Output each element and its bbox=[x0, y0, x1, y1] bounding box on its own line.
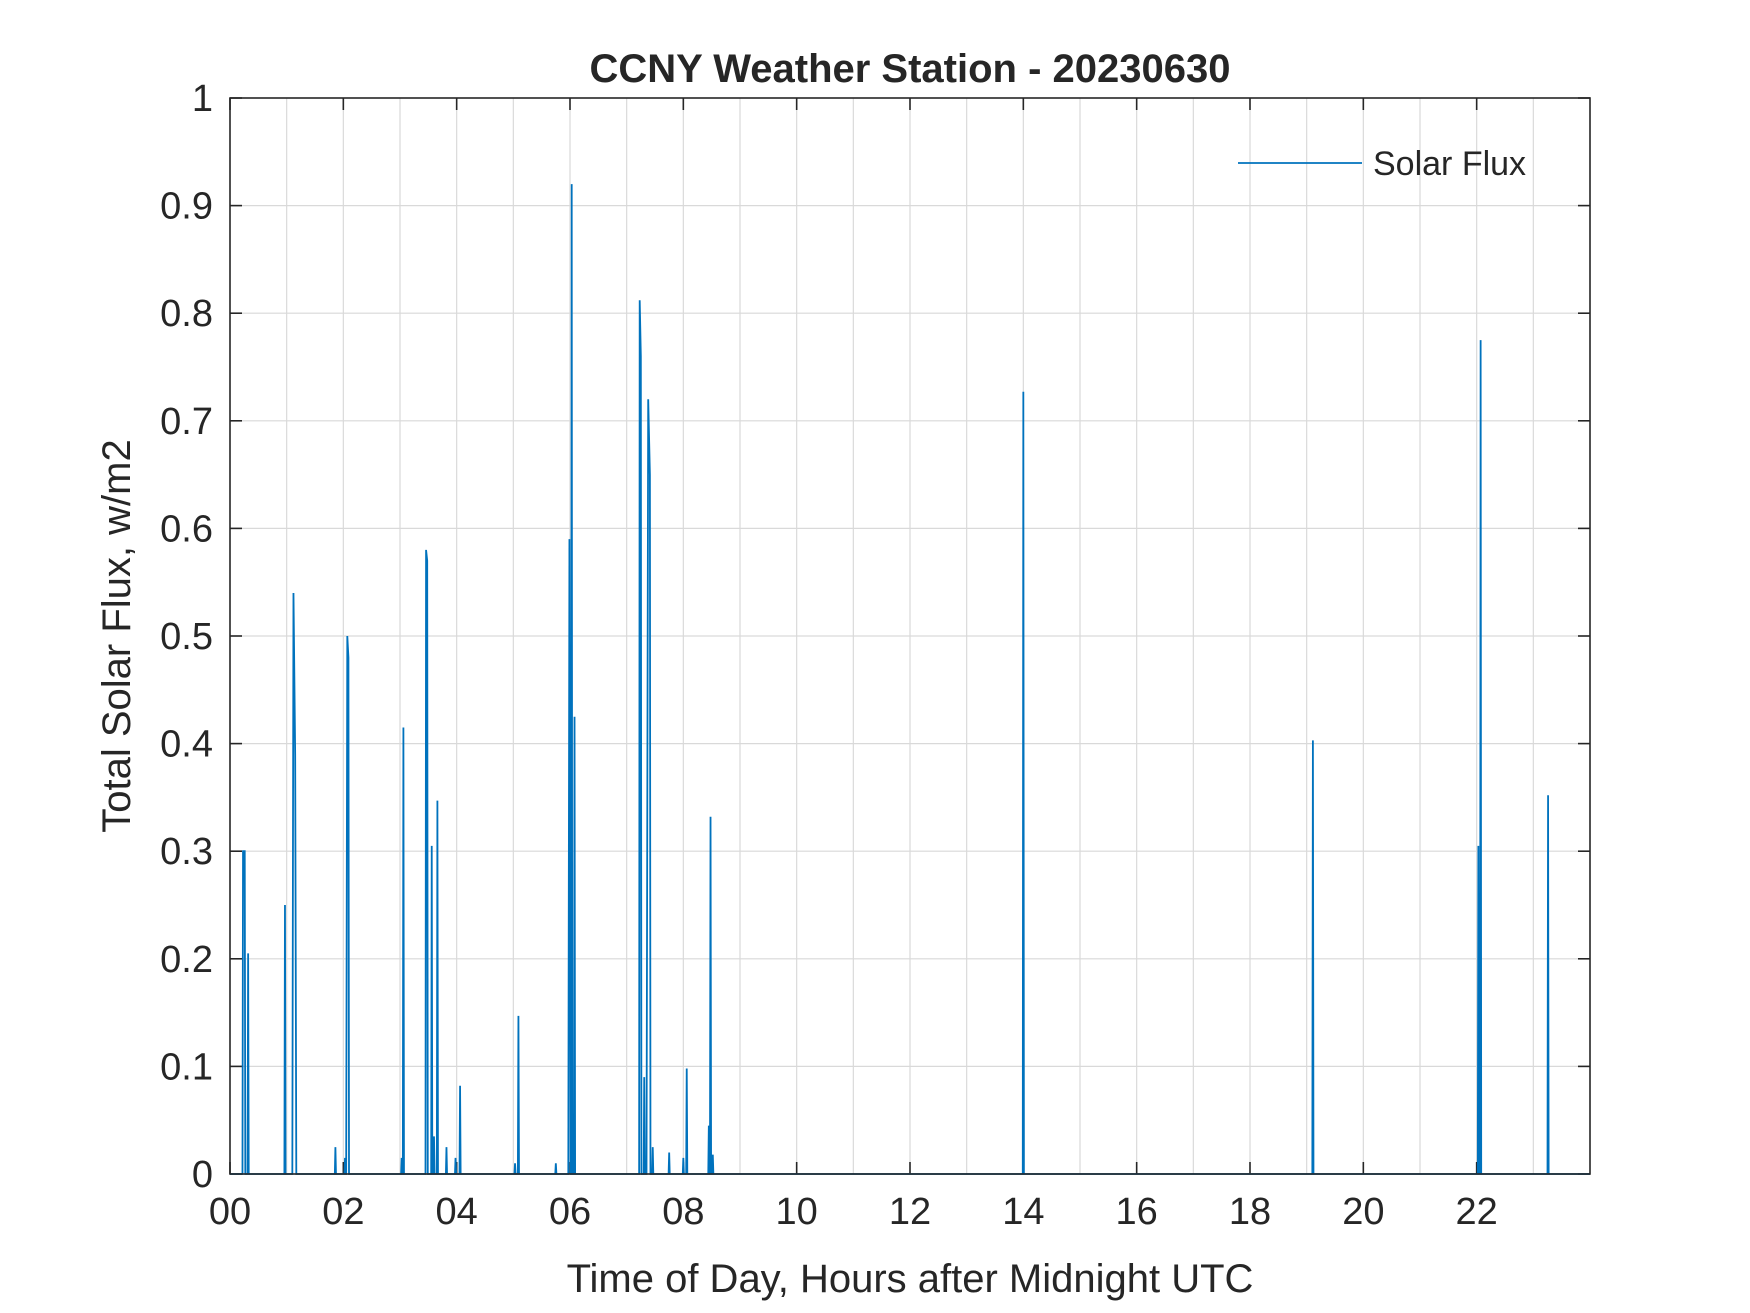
y-tick-label: 0.7 bbox=[160, 401, 213, 443]
y-tick-label: 0.9 bbox=[160, 186, 213, 228]
x-tick-label: 18 bbox=[1229, 1191, 1271, 1233]
x-tick-label: 06 bbox=[549, 1191, 591, 1233]
legend-label-solar-flux: Solar Flux bbox=[1373, 145, 1526, 183]
y-tick-label: 0.5 bbox=[160, 616, 213, 658]
x-tick-label: 04 bbox=[436, 1191, 478, 1233]
x-axis-label: Time of Day, Hours after Midnight UTC bbox=[567, 1257, 1254, 1301]
x-tick-label: 10 bbox=[776, 1191, 818, 1233]
y-tick-label: 0.2 bbox=[160, 939, 213, 981]
series-layer bbox=[230, 184, 1590, 1175]
x-tick-label: 08 bbox=[662, 1191, 704, 1233]
y-tick-label: 0.3 bbox=[160, 831, 213, 873]
plot-area-frame bbox=[229, 97, 1591, 1175]
y-tick-label: 0.1 bbox=[160, 1046, 213, 1088]
y-axis-label: Total Solar Flux, w/m2 bbox=[95, 439, 139, 832]
x-tick-label: 20 bbox=[1342, 1191, 1384, 1233]
y-tick-label: 0 bbox=[192, 1154, 213, 1196]
legend: Solar Flux bbox=[1238, 145, 1526, 183]
x-tick-label: 22 bbox=[1456, 1191, 1498, 1233]
x-tick-label: 14 bbox=[1002, 1191, 1044, 1233]
x-tick-label: 12 bbox=[889, 1191, 931, 1233]
x-tick-label: 16 bbox=[1116, 1191, 1158, 1233]
y-tick-label: 0.8 bbox=[160, 293, 213, 335]
x-tick-labels: 00 02 04 06 08 10 12 14 16 18 20 22 bbox=[209, 1191, 1498, 1233]
chart-title: CCNY Weather Station - 20230630 bbox=[590, 47, 1231, 91]
y-tick-labels: 0 0.1 0.2 0.3 0.4 0.5 0.6 0.7 0.8 0.9 1 bbox=[160, 78, 213, 1196]
x-tick-label: 00 bbox=[209, 1191, 251, 1233]
y-tick-label: 0.4 bbox=[160, 724, 213, 766]
x-tick-label: 02 bbox=[322, 1191, 364, 1233]
y-tick-label: 1 bbox=[192, 78, 213, 120]
series-line-solar-flux bbox=[230, 184, 1590, 1175]
y-tick-label: 0.6 bbox=[160, 508, 213, 550]
